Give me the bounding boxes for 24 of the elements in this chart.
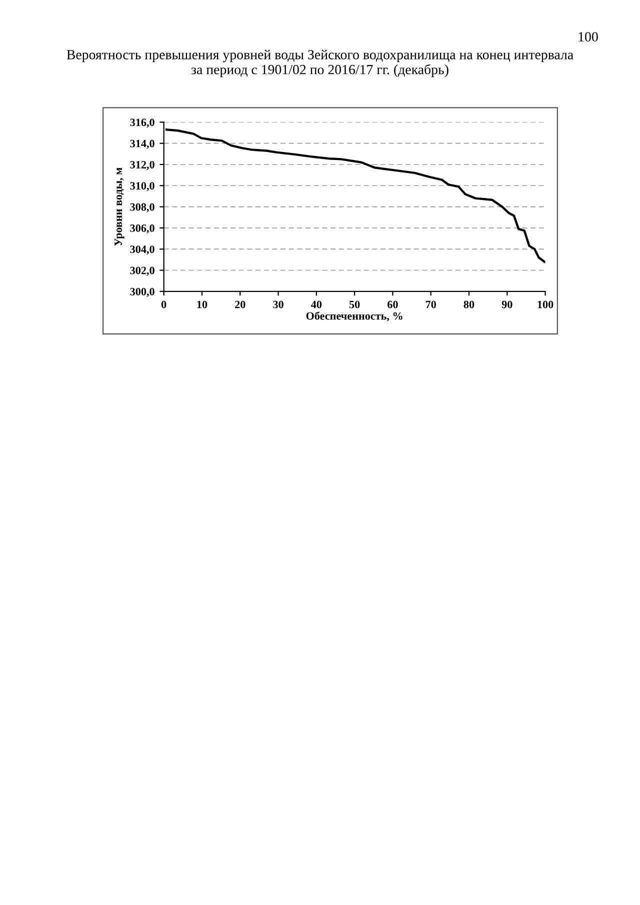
x-tick-label: 0 bbox=[161, 300, 166, 308]
x-tick-label: 30 bbox=[273, 300, 284, 308]
chart-title: Вероятность превышения уровней воды Зейского водохранилища на конец интервала за период с 1901/02 по 2016/17 гг. (декабрь) bbox=[66, 50, 574, 78]
x-tick-label: 60 bbox=[388, 300, 398, 308]
y-axis-title: Уровни воды, м bbox=[114, 168, 124, 246]
y-tick-label: 308,0 bbox=[130, 203, 154, 212]
y-tick-label: 314,0 bbox=[130, 140, 154, 149]
y-tick-label: 312,0 bbox=[130, 160, 154, 170]
x-tick-label: 20 bbox=[235, 300, 246, 308]
x-tick-label: 10 bbox=[197, 300, 208, 308]
x-axis-title: Обеспеченность, % bbox=[306, 312, 402, 322]
x-tick-label: 80 bbox=[464, 300, 474, 308]
y-tick-label: 304,0 bbox=[130, 246, 154, 255]
x-tick-label: 90 bbox=[502, 300, 512, 308]
y-tick-label: 306,0 bbox=[130, 224, 154, 234]
x-tick-label: 40 bbox=[311, 300, 322, 308]
x-tick-label: 70 bbox=[426, 300, 436, 308]
y-tick-label: 302,0 bbox=[130, 266, 154, 276]
y-tick-label: 316,0 bbox=[130, 118, 154, 128]
y-tick-label: 310,0 bbox=[130, 182, 154, 192]
x-tick-label: 100 bbox=[538, 300, 554, 308]
y-tick-label: 300,0 bbox=[130, 288, 154, 297]
text: 100 bbox=[578, 32, 598, 42]
x-tick-label: 50 bbox=[349, 300, 360, 308]
